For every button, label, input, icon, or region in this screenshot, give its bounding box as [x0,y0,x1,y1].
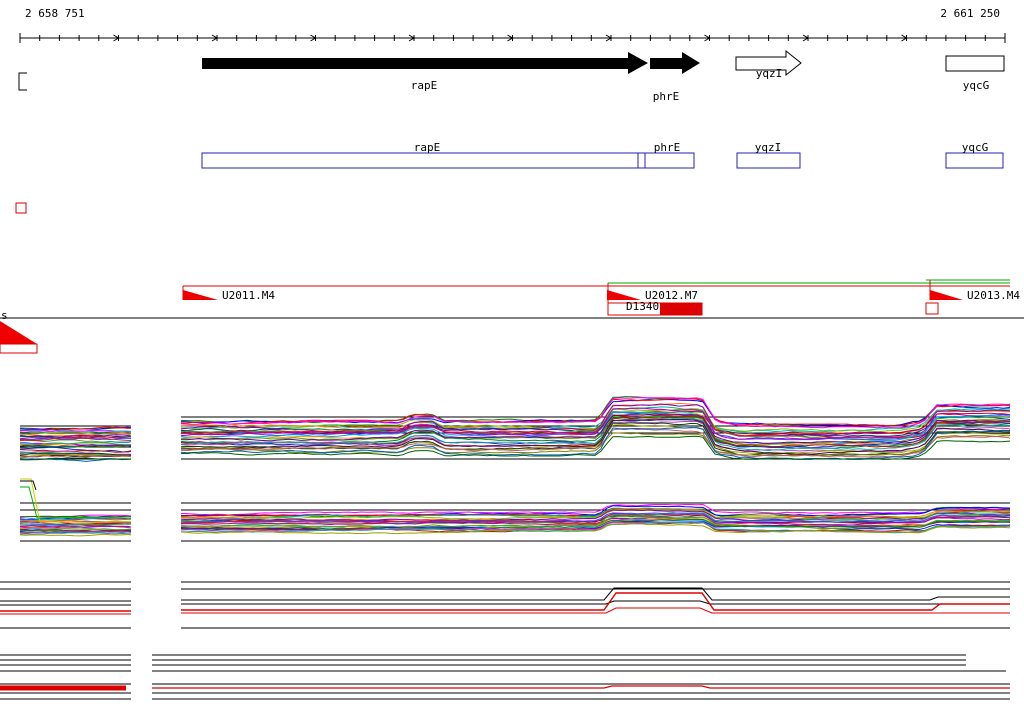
expression-band-1-profile-line [19,452,131,456]
ruler-arrow-icon [507,34,514,42]
expression-band-1-profile-line [180,398,1011,427]
expression-band-1-profile-line [19,442,132,446]
expression-band-2-spike-line [20,486,132,519]
marker-label-u2012[interactable]: U2012.M7 [645,289,698,302]
gene-arrow-yqzI[interactable] [735,49,802,77]
expression-band-1-profile-line [19,442,132,446]
expression-band-1-profile-line [19,437,131,442]
expression-band-1-profile-line [19,450,131,455]
expression-band-2-profile-line [19,532,132,535]
gene-cds-yqzI[interactable] [736,152,801,169]
segment-box-u2013 [925,302,939,315]
ruler-arrow-icon [310,34,317,42]
gene-label-yqzI[interactable]: yqzI [755,67,783,80]
expression-band-1-profile-line [180,419,1011,456]
ruler-arrow-icon [901,34,908,42]
expression-band-1-profile-line [180,428,1011,458]
gene-cds-yqcG[interactable] [945,152,1004,169]
ruler-arrow-icon [605,34,612,42]
gene-arrow-rapE[interactable] [202,52,648,74]
expression-band-1-profile-line [19,434,132,438]
clipped-marker-label: s [1,309,8,322]
expression-band-3-profile-line [181,587,1010,601]
ruler-arrow-icon [113,34,120,42]
expression-band-1-profile-line [180,397,1011,429]
expression-band-1-profile-line [180,407,1011,440]
ruler-arrow-icon [211,34,218,42]
gene-cds-rapE[interactable] [201,152,639,169]
expression-band-2-profile-line [180,517,1010,526]
expression-band-1-profile-line [19,435,132,440]
clipped-gene-glyph [18,72,27,91]
expression-band-2-profile-line [180,506,1011,518]
ruler-arrow-icon [408,34,415,42]
cds-label-yqzI[interactable]: yqzI [754,141,782,154]
flag-u2012[interactable] [607,290,641,300]
expression-band-2-spike-line [20,480,37,491]
cds-label-phrE[interactable]: phrE [653,141,681,154]
expression-band-2-spike-line [20,478,131,523]
ruler-end-coordinate: 2 661 250 [940,7,1000,20]
expression-band-1-profile-line [180,413,1011,446]
gene-arrow-phrE[interactable] [650,52,700,74]
marker-label-d1340[interactable]: D1340 [626,300,660,313]
expression-band-1-profile-line [19,446,132,453]
expression-band-1-profile-line [180,410,1011,440]
expression-band-1-profile-line [19,457,131,461]
marker-label-u2013[interactable]: U2013.M4 [967,289,1020,302]
expression-band-1-profile-line [180,426,1011,460]
expression-band-3-profile-line [181,600,1010,605]
expression-band-1-profile-line [19,449,132,453]
expression-band-1-profile-line [180,435,1010,460]
expression-band-2-profile-line [19,533,132,537]
expression-band-1-profile-line [19,454,132,459]
ruler-arrow-icon [802,34,809,42]
gene-label-rapE[interactable]: rapE [410,79,438,92]
flag-u2013[interactable] [930,290,963,300]
clipped-segment-box [0,343,38,354]
expression-band-2-profile-line [180,516,1011,530]
ruler-start-coordinate: 2 658 751 [25,7,85,20]
segment-box-d1340-filled[interactable] [660,303,702,315]
expression-band-2-profile-line [19,519,132,523]
expression-band-1-profile-line [180,418,1011,452]
gene-label-yqcG[interactable]: yqcG [962,79,990,92]
gene-box-yqcG[interactable] [945,55,1005,72]
clipped-flag[interactable] [0,321,37,344]
expression-band-1-profile-line [180,416,1010,448]
expression-band-1-profile-line [19,445,132,449]
expression-band-1-profile-line [180,413,1011,444]
clipped-annotation-box [15,202,27,214]
expression-band-3-profile-line [181,607,1010,614]
ruler-arrow-icon [704,34,711,42]
gene-label-phrE[interactable]: phrE [652,90,680,103]
expression-band-2-profile-line [180,512,1011,524]
expression-band-2-profile-line [180,519,1011,530]
expression-band-2-profile-line [19,522,132,526]
flag-u2011[interactable] [183,290,218,300]
marker-label-u2011[interactable]: U2011.M4 [222,289,275,302]
cds-label-yqcG[interactable]: yqcG [961,141,989,154]
expression-band-3-profile-line [181,592,1010,611]
expression-band-2-profile-line [180,503,1010,516]
expression-band-1-profile-line [180,408,1010,433]
expression-band-2-profile-line [19,530,132,534]
cds-label-rapE[interactable]: rapE [413,141,441,154]
expression-band-2-profile-line [180,508,1011,520]
gene-cds-phrE[interactable] [644,152,695,169]
expression-band-4-profile-line [152,685,1010,689]
expression-band-2-profile-line [180,523,1011,535]
gene-cds-small[interactable] [637,152,646,169]
